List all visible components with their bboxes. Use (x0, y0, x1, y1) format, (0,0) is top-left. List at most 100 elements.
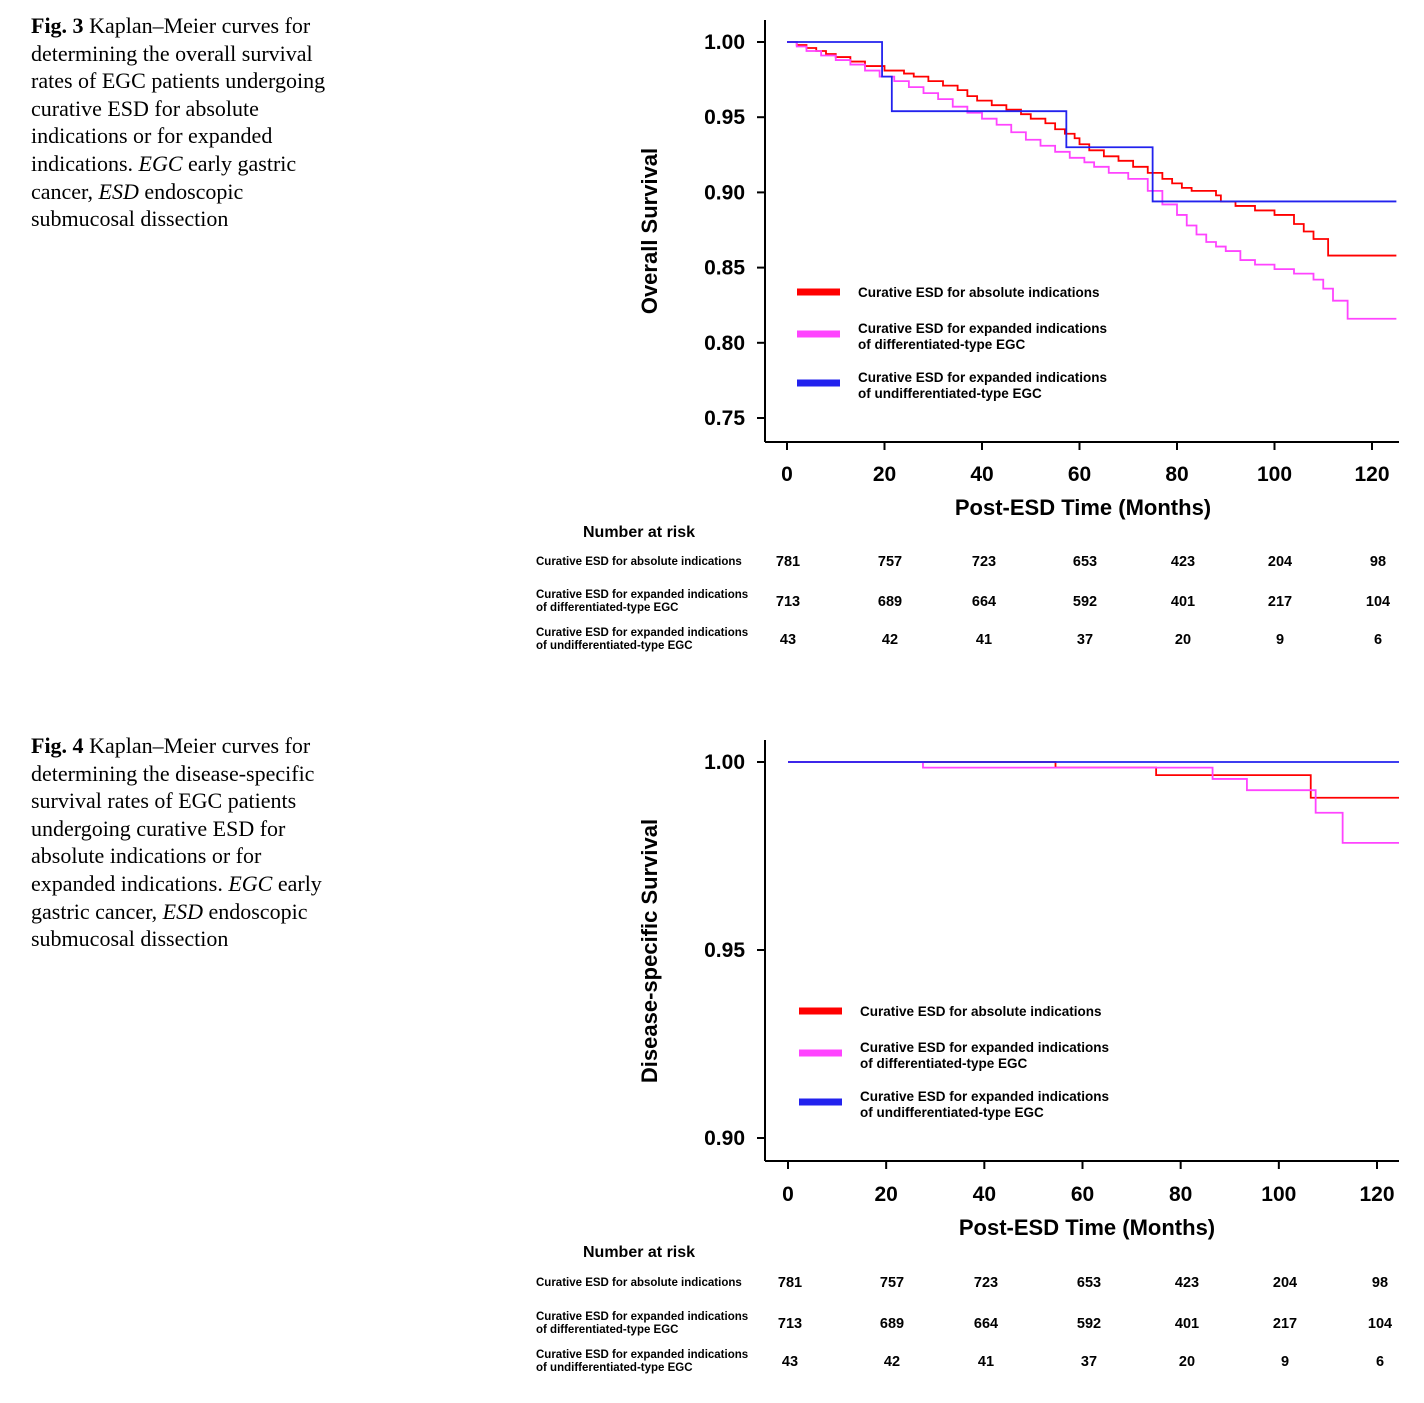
x-tick-label: 120 (1359, 1183, 1394, 1206)
abbr-term: EGC (228, 870, 273, 896)
series-line-2 (787, 41, 1397, 320)
risk-cell: 43 (782, 1354, 798, 1370)
abbr-definition: early gastric cancer, (31, 870, 322, 924)
x-tick-label: 40 (973, 1183, 996, 1206)
legend-label: of differentiated-type EGC (858, 337, 1026, 352)
risk-cell: 42 (882, 632, 898, 648)
x-tick-label: 60 (1071, 1183, 1094, 1206)
x-tick-label: 20 (873, 463, 896, 486)
risk-cell: 9 (1276, 632, 1284, 648)
risk-cell: 37 (1081, 1354, 1097, 1370)
legend-label: Curative ESD for expanded indications (860, 1089, 1109, 1104)
risk-cell: 401 (1171, 594, 1195, 610)
y-tick-label: 0.80 (704, 332, 745, 355)
risk-cell: 104 (1368, 1316, 1392, 1332)
risk-cell: 781 (776, 554, 800, 570)
abbr-term: ESD (162, 898, 203, 924)
figure-label: Fig. 4 (31, 733, 84, 758)
risk-cell: 217 (1268, 594, 1292, 610)
x-tick-label: 0 (782, 1183, 794, 1206)
x-tick-label: 40 (970, 463, 993, 486)
risk-table-title: Number at risk (583, 524, 695, 541)
figure-caption: Fig. 3 Kaplan–Meier curves for determini… (31, 12, 351, 233)
risk-cell: 6 (1374, 632, 1382, 648)
legend-label: Curative ESD for expanded indications (858, 321, 1107, 336)
risk-row-label: Curative ESD for expanded indications (536, 1311, 748, 1323)
x-tick-label: 120 (1354, 463, 1389, 486)
x-tick-label: 80 (1165, 463, 1188, 486)
risk-row-label: Curative ESD for expanded indications (536, 1349, 748, 1361)
legend-label: of differentiated-type EGC (860, 1056, 1028, 1071)
series-line-3 (787, 41, 1397, 203)
risk-row-label: Curative ESD for absolute indications (536, 1277, 742, 1289)
y-tick-label: 1.00 (704, 31, 745, 54)
abbr-term: EGC (138, 150, 183, 176)
series-line-1 (787, 41, 1397, 257)
abbr-definition: early gastric cancer, (31, 150, 297, 204)
legend-label: Curative ESD for absolute indications (860, 1004, 1102, 1019)
abbr-term: ESD (98, 178, 139, 204)
risk-cell: 713 (776, 594, 800, 610)
series-line-2 (788, 761, 1399, 844)
risk-cell: 217 (1273, 1316, 1297, 1332)
legend-label: of undifferentiated-type EGC (860, 1105, 1044, 1120)
risk-cell: 592 (1077, 1316, 1101, 1332)
y-axis-label: Overall Survival (637, 148, 662, 314)
x-tick-label: 80 (1169, 1183, 1192, 1206)
risk-cell: 41 (978, 1354, 994, 1370)
risk-cell: 423 (1171, 554, 1195, 570)
y-tick-label: 0.95 (704, 939, 745, 962)
x-tick-label: 100 (1261, 1183, 1296, 1206)
risk-cell: 98 (1372, 1275, 1388, 1291)
risk-cell: 713 (778, 1316, 802, 1332)
risk-row-label: Curative ESD for expanded indications (536, 589, 748, 601)
risk-cell: 9 (1281, 1354, 1289, 1370)
risk-cell: 689 (880, 1316, 904, 1332)
y-tick-label: 0.90 (704, 181, 745, 204)
risk-cell: 43 (780, 632, 796, 648)
risk-row-label: of undifferentiated-type EGC (536, 640, 693, 652)
risk-cell: 781 (778, 1275, 802, 1291)
series-line-1 (788, 761, 1399, 799)
caption-text: Kaplan–Meier curves for determining the … (31, 733, 315, 896)
risk-row-label: of differentiated-type EGC (536, 602, 678, 614)
y-tick-label: 0.75 (704, 407, 745, 430)
risk-cell: 757 (878, 554, 902, 570)
risk-cell: 20 (1175, 632, 1191, 648)
x-tick-label: 0 (781, 463, 793, 486)
y-tick-label: 0.95 (704, 106, 745, 129)
x-axis-label: Post-ESD Time (Months) (959, 1215, 1215, 1240)
abbr-definition: endoscopic submucosal dissection (31, 178, 244, 232)
risk-cell: 401 (1175, 1316, 1199, 1332)
risk-cell: 757 (880, 1275, 904, 1291)
legend-label: Curative ESD for expanded indications (858, 370, 1107, 385)
y-axis-label: Disease-specific Survival (637, 819, 662, 1083)
legend-label: of undifferentiated-type EGC (858, 386, 1042, 401)
risk-cell: 723 (974, 1275, 998, 1291)
y-tick-label: 0.90 (704, 1127, 745, 1150)
risk-row-label: Curative ESD for absolute indications (536, 556, 742, 568)
risk-row-label: of differentiated-type EGC (536, 1324, 678, 1336)
risk-cell: 723 (972, 554, 996, 570)
risk-row-label: of undifferentiated-type EGC (536, 1362, 693, 1374)
risk-cell: 204 (1273, 1275, 1297, 1291)
risk-cell: 653 (1077, 1275, 1101, 1291)
risk-cell: 592 (1073, 594, 1097, 610)
risk-cell: 204 (1268, 554, 1292, 570)
y-tick-label: 1.00 (704, 751, 745, 774)
risk-table-title: Number at risk (583, 1244, 695, 1261)
figure-label: Fig. 3 (31, 13, 84, 38)
y-tick-label: 0.85 (704, 257, 745, 280)
x-axis-label: Post-ESD Time (Months) (955, 495, 1211, 520)
risk-cell: 664 (974, 1316, 998, 1332)
kaplan-meier-chart-disease-specific-survival: 1.00 0.95 0.90 0 20 40 60 80 100 120 Disease-speci… (536, 740, 1399, 1374)
x-tick-label: 100 (1257, 463, 1292, 486)
x-tick-label: 20 (874, 1183, 897, 1206)
legend-label: Curative ESD for expanded indications (860, 1040, 1109, 1055)
x-tick-label: 60 (1068, 463, 1091, 486)
caption-text: Kaplan–Meier curves for determining the … (31, 13, 326, 176)
risk-cell: 423 (1175, 1275, 1199, 1291)
risk-cell: 20 (1179, 1354, 1195, 1370)
figure-caption: Fig. 4 Kaplan–Meier curves for determini… (31, 732, 351, 953)
risk-cell: 6 (1376, 1354, 1384, 1370)
